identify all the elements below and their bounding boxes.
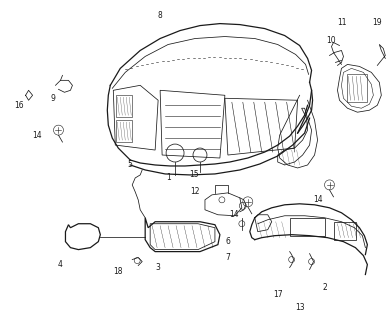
Text: 12: 12 bbox=[190, 188, 200, 196]
Text: 13: 13 bbox=[295, 303, 305, 312]
Text: 4: 4 bbox=[58, 260, 63, 269]
Text: 2: 2 bbox=[322, 283, 327, 292]
Text: 16: 16 bbox=[14, 101, 23, 110]
Text: 14: 14 bbox=[313, 195, 322, 204]
Text: 10: 10 bbox=[327, 36, 336, 45]
Text: 18: 18 bbox=[114, 267, 123, 276]
Text: 17: 17 bbox=[273, 290, 282, 299]
Text: 19: 19 bbox=[372, 18, 382, 27]
Text: 6: 6 bbox=[225, 237, 230, 246]
Text: 7: 7 bbox=[225, 253, 230, 262]
Text: 3: 3 bbox=[156, 263, 161, 272]
Text: 8: 8 bbox=[158, 11, 163, 20]
Text: 9: 9 bbox=[50, 94, 55, 103]
Text: 5: 5 bbox=[128, 160, 133, 170]
Text: 15: 15 bbox=[189, 171, 199, 180]
Text: 11: 11 bbox=[337, 18, 346, 27]
Text: 1: 1 bbox=[166, 173, 170, 182]
Text: 14: 14 bbox=[229, 210, 239, 219]
Text: 14: 14 bbox=[32, 131, 42, 140]
